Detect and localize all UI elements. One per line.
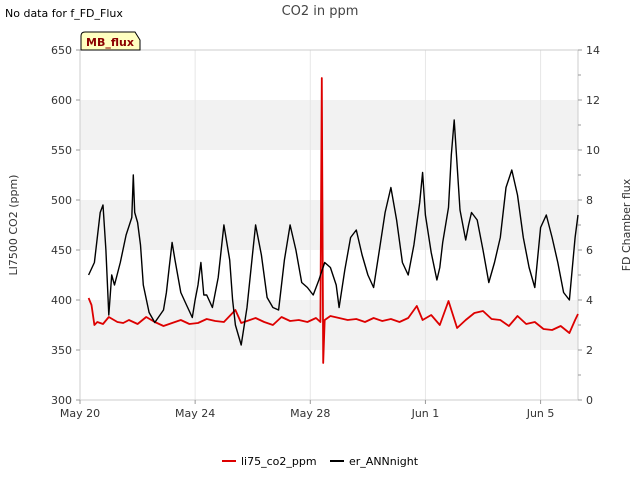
x-tick-label: May 24 — [175, 407, 215, 420]
right-tick-label: 14 — [586, 44, 600, 57]
left-tick-label: 550 — [51, 144, 72, 157]
chart-title: CO2 in ppm — [281, 4, 359, 19]
right-tick-label: 0 — [586, 394, 593, 407]
grid-band — [80, 300, 578, 350]
grid-bands — [80, 100, 578, 350]
left-tick-label: 350 — [51, 344, 72, 357]
x-tick: Jun 1 — [411, 400, 440, 420]
legend-label-er: er_ANNnight — [349, 455, 419, 468]
x-tick: May 20 — [60, 400, 100, 420]
right-axis-ticks: 0 2 4 6 8 10 12 14 — [578, 44, 600, 407]
grid-band — [80, 100, 578, 150]
badge-label: MB_flux — [86, 36, 134, 49]
x-tick-label: Jun 5 — [526, 407, 555, 420]
right-tick-label: 12 — [586, 94, 600, 107]
legend: li75_co2_ppm er_ANNnight — [222, 455, 419, 468]
series-line-er-annnight — [87, 119, 579, 346]
right-tick: 0 — [578, 394, 593, 407]
x-tick: May 24 — [175, 400, 215, 420]
left-tick: 650 — [51, 44, 80, 57]
x-tick: May 28 — [290, 400, 330, 420]
x-tick-label: May 20 — [60, 407, 100, 420]
right-tick: 2 — [578, 344, 593, 357]
x-tick-label: Jun 1 — [411, 407, 440, 420]
left-tick-label: 500 — [51, 194, 72, 207]
right-tick: 12 — [578, 94, 600, 107]
left-tick: 450 — [51, 244, 80, 257]
x-axis-ticks: May 20 May 24 May 28 Jun 1 Jun 5 — [60, 400, 555, 420]
x-tick: Jun 5 — [526, 400, 555, 420]
left-tick: 400 — [51, 294, 80, 307]
left-tick: 350 — [51, 344, 80, 357]
no-data-note: No data for f_FD_Flux — [5, 7, 123, 20]
left-tick: 550 — [51, 144, 80, 157]
right-tick: 10 — [578, 144, 600, 157]
right-tick: 8 — [578, 194, 593, 207]
left-tick-label: 600 — [51, 94, 72, 107]
left-tick-label: 650 — [51, 44, 72, 57]
mb-flux-badge[interactable]: MB_flux — [80, 31, 141, 51]
right-tick: 6 — [578, 244, 593, 257]
right-tick-label: 4 — [586, 294, 593, 307]
left-tick-label: 400 — [51, 294, 72, 307]
right-axis-label: FD Chamber flux — [620, 178, 633, 271]
series-group — [87, 77, 579, 364]
right-tick-label: 2 — [586, 344, 593, 357]
right-tick-label: 6 — [586, 244, 593, 257]
left-tick: 300 — [51, 394, 80, 407]
x-tick-label: May 28 — [290, 407, 330, 420]
legend-label-li75: li75_co2_ppm — [241, 455, 317, 468]
left-tick-label: 300 — [51, 394, 72, 407]
left-tick: 500 — [51, 194, 80, 207]
left-axis-ticks: 300 350 400 450 500 550 600 650 — [51, 44, 80, 407]
right-tick-label: 10 — [586, 144, 600, 157]
grid-band — [80, 200, 578, 250]
left-tick-label: 450 — [51, 244, 72, 257]
right-tick-label: 8 — [586, 194, 593, 207]
right-tick: 14 — [578, 44, 600, 57]
badge-shape — [80, 31, 141, 51]
left-tick: 600 — [51, 94, 80, 107]
right-tick: 4 — [578, 294, 593, 307]
left-axis-label: LI7500 CO2 (ppm) — [7, 175, 20, 276]
